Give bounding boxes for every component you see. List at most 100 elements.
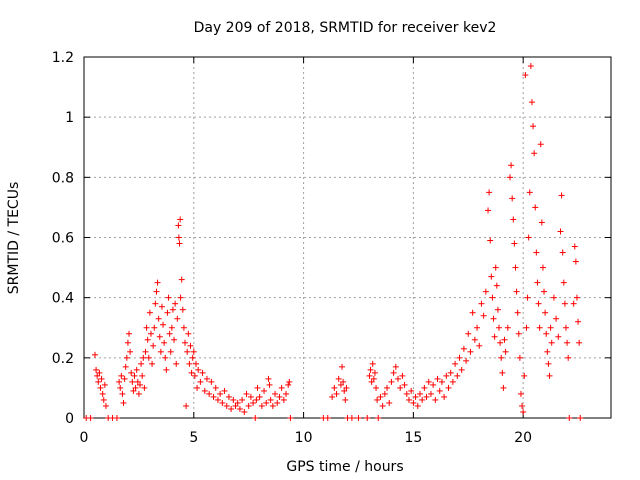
data-point xyxy=(324,415,331,421)
data-point xyxy=(524,294,531,301)
data-point xyxy=(522,72,529,79)
data-point xyxy=(287,415,294,421)
data-point xyxy=(96,369,103,376)
data-point xyxy=(534,279,541,286)
x-tick-label: 5 xyxy=(189,430,198,446)
data-point xyxy=(392,363,399,370)
data-point xyxy=(156,333,163,340)
data-point xyxy=(525,234,532,241)
data-point xyxy=(571,243,578,250)
data-point xyxy=(191,372,198,379)
data-point xyxy=(519,402,526,409)
data-point xyxy=(425,378,432,385)
data-point xyxy=(530,123,537,130)
data-point xyxy=(150,342,157,349)
data-point xyxy=(278,384,285,391)
data-point xyxy=(174,315,181,322)
data-point xyxy=(167,348,174,355)
data-point xyxy=(491,333,498,340)
y-axis-label: SRMTID / TECUs xyxy=(6,182,22,295)
data-point xyxy=(245,402,252,409)
data-point xyxy=(471,336,478,343)
data-point xyxy=(140,354,147,361)
y-tick-label: 0.6 xyxy=(52,231,74,247)
data-point xyxy=(388,378,395,385)
data-point xyxy=(438,378,445,385)
data-point xyxy=(129,378,136,385)
data-point xyxy=(337,381,344,388)
data-point xyxy=(375,415,382,421)
data-point xyxy=(550,294,557,301)
data-point xyxy=(515,330,522,337)
data-point xyxy=(502,348,509,355)
data-point xyxy=(151,324,158,331)
data-point xyxy=(533,249,540,256)
data-point xyxy=(253,396,260,403)
data-point xyxy=(123,354,130,361)
data-point xyxy=(132,384,139,391)
data-point xyxy=(175,222,182,229)
data-point xyxy=(465,330,472,337)
data-point xyxy=(421,384,428,391)
data-point xyxy=(247,393,254,400)
data-point xyxy=(539,264,546,271)
data-point xyxy=(527,63,534,70)
data-point xyxy=(274,399,281,406)
data-point xyxy=(217,390,224,397)
data-point xyxy=(447,369,454,376)
data-point xyxy=(560,279,567,286)
data-point xyxy=(250,399,257,406)
data-point xyxy=(173,360,180,367)
data-point xyxy=(130,387,137,394)
data-point xyxy=(263,399,270,406)
data-point xyxy=(113,415,120,421)
data-point xyxy=(124,339,131,346)
x-tick-label: 15 xyxy=(404,430,422,446)
data-point xyxy=(506,174,513,181)
data-point xyxy=(405,396,412,403)
data-point xyxy=(131,372,138,379)
data-point xyxy=(565,354,572,361)
data-point xyxy=(87,415,94,421)
data-point xyxy=(454,372,461,379)
data-point xyxy=(566,415,573,421)
data-point xyxy=(155,315,162,322)
y-tick-label: 0.2 xyxy=(52,351,74,367)
data-point xyxy=(261,387,268,394)
data-point xyxy=(163,366,170,373)
data-point xyxy=(214,396,221,403)
y-tick-label: 0.8 xyxy=(52,170,74,186)
data-point xyxy=(239,396,246,403)
data-point xyxy=(494,306,501,313)
data-point xyxy=(283,390,290,397)
data-point xyxy=(269,402,276,409)
data-point xyxy=(276,393,283,400)
data-point xyxy=(187,342,194,349)
data-point xyxy=(285,381,292,388)
data-point xyxy=(119,390,126,397)
data-point xyxy=(223,402,230,409)
data-point xyxy=(555,333,562,340)
data-point xyxy=(286,378,293,385)
data-point xyxy=(386,399,393,406)
data-point xyxy=(355,415,362,421)
data-point xyxy=(194,384,201,391)
data-point xyxy=(91,351,98,358)
data-point xyxy=(368,378,375,385)
data-point xyxy=(128,369,135,376)
data-point xyxy=(136,381,143,388)
data-point xyxy=(532,204,539,211)
data-point xyxy=(499,369,506,376)
data-point xyxy=(536,324,543,331)
axis-ticks: 0 5 10 15 20 0 0.2 0.4 0.6 0.8 1 1.2 xyxy=(52,50,611,446)
data-point xyxy=(197,378,204,385)
data-point xyxy=(195,366,202,373)
data-point xyxy=(514,309,521,316)
data-point xyxy=(177,294,184,301)
plot-frame xyxy=(83,56,612,419)
data-point xyxy=(184,348,191,355)
data-point xyxy=(343,384,350,391)
data-point xyxy=(188,369,195,376)
data-point xyxy=(482,288,489,295)
